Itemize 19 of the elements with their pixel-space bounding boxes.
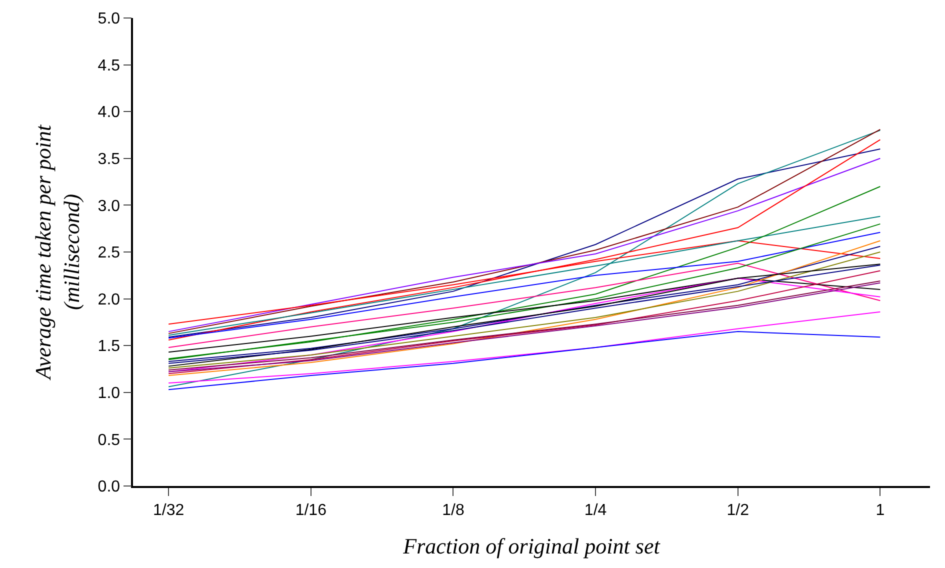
y-tick-label: 4.0 — [98, 104, 120, 122]
y-tick-label: 3.0 — [98, 198, 120, 215]
x-tick-label: 1/2 — [726, 502, 750, 519]
y-tick-label: 4.5 — [98, 57, 120, 74]
y-tick-label: 5.0 — [98, 10, 120, 28]
x-tick-label: 1/32 — [153, 502, 184, 519]
y-tick-label: 2.0 — [98, 291, 120, 308]
y-tick-label: 1.5 — [98, 338, 120, 356]
x-tick-label: 1/16 — [295, 502, 327, 519]
x-tick-label: 1 — [876, 502, 885, 519]
y-axis-title: Average time taken per point (millisecond) — [30, 124, 84, 382]
y-tick-label: 1.0 — [98, 385, 120, 402]
y-tick-label: 0.5 — [98, 432, 120, 449]
y-tick-label: 3.5 — [98, 151, 120, 168]
y-tick-label: 2.5 — [98, 244, 120, 262]
x-tick-label: 1/4 — [584, 502, 607, 519]
x-tick-label: 1/8 — [442, 502, 464, 519]
y-tick-label: 0.0 — [98, 478, 120, 496]
x-axis-title: Fraction of original point set — [402, 533, 661, 558]
